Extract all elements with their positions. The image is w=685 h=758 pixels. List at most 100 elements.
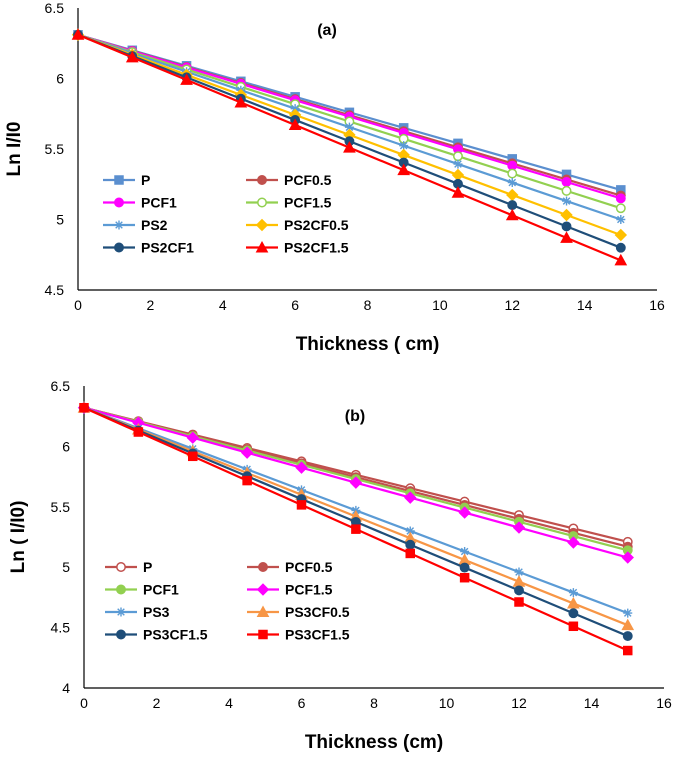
legend-entry: PS3CF1.5 xyxy=(247,627,350,643)
x-tick-label: 10 xyxy=(432,297,448,313)
y-tick-label: 6 xyxy=(56,71,64,87)
chart-panel-a: 0 2 4 6 8 10 12 14 16 4.5 5 5.5 6 6.5 Thickness ( cm) L… xyxy=(4,0,665,355)
legend-label: PCF1.5 xyxy=(284,195,332,211)
x-tick-label: 14 xyxy=(577,297,593,313)
x-tick-label: 8 xyxy=(370,695,378,711)
data-point xyxy=(125,50,139,63)
data-point xyxy=(79,402,89,413)
legend-marker xyxy=(116,562,126,572)
data-point xyxy=(615,242,626,253)
series-PS2CF1.5 xyxy=(71,28,628,266)
legend-entry: PCF1 xyxy=(103,195,177,211)
data-point xyxy=(514,567,524,577)
data-point xyxy=(343,141,356,153)
data-point xyxy=(561,177,572,187)
legend-entry: PCF0.5 xyxy=(247,559,333,575)
y-tick-label: 4.5 xyxy=(45,282,65,298)
data-point xyxy=(459,572,470,583)
legend-label: PCF1.5 xyxy=(285,582,333,598)
data-point xyxy=(514,597,524,607)
legend-marker xyxy=(257,175,267,185)
data-point xyxy=(614,253,628,266)
legend-entry: PCF1.5 xyxy=(246,195,332,211)
data-point xyxy=(561,185,572,196)
legend-marker xyxy=(256,583,270,596)
data-point xyxy=(349,476,363,489)
data-point xyxy=(621,618,635,631)
legend-entry: PCF1.5 xyxy=(247,582,333,598)
data-point xyxy=(506,188,519,202)
data-point xyxy=(188,451,198,462)
legend-marker xyxy=(114,175,124,185)
data-point xyxy=(507,178,517,188)
y-tick-label: 4.5 xyxy=(51,620,71,636)
x-axis-title: Thickness (cm) xyxy=(305,732,443,753)
x-tick-label: 12 xyxy=(511,695,527,711)
data-point xyxy=(234,95,248,108)
data-point xyxy=(623,645,633,656)
data-point xyxy=(514,585,524,596)
legend-label: PS3 xyxy=(143,604,170,620)
x-tick-label: 0 xyxy=(80,695,88,711)
legend-marker xyxy=(116,584,126,595)
x-tick-label: 2 xyxy=(146,297,154,313)
data-point xyxy=(240,446,254,459)
legend-label: PS2CF1 xyxy=(141,240,194,256)
legend-entry: PCF0.5 xyxy=(246,172,332,188)
data-point xyxy=(186,431,199,444)
data-point xyxy=(453,151,463,162)
legend-label: PS3CF1.5 xyxy=(143,627,208,643)
data-point xyxy=(460,546,470,556)
legend-label: PCF1 xyxy=(143,582,179,598)
legend-label: PCF0.5 xyxy=(285,559,333,575)
x-tick-label: 14 xyxy=(584,695,600,711)
data-point xyxy=(507,160,518,171)
legend-marker xyxy=(256,605,270,617)
legend-label: PS3CF1.5 xyxy=(285,627,350,643)
y-tick-label: 6.5 xyxy=(45,0,65,16)
data-point xyxy=(242,475,252,486)
x-tick-label: 10 xyxy=(439,695,455,711)
y-tick-label: 5.5 xyxy=(45,141,65,157)
data-point xyxy=(133,427,144,437)
legend-entry: PS2CF1.5 xyxy=(246,240,349,256)
legend-entry: PS3CF1.5 xyxy=(105,627,208,643)
data-point xyxy=(288,118,302,131)
data-point xyxy=(507,200,518,211)
data-point xyxy=(344,122,354,132)
legend-label: PS2CF0.5 xyxy=(284,217,349,233)
data-point xyxy=(560,231,573,243)
x-tick-label: 4 xyxy=(225,695,233,711)
chart-panel-b: 0 2 4 6 8 10 12 14 16 4 4.5 5 5.5 6 6.5 Thickness (cm) L… xyxy=(8,378,672,753)
legend-entry: PS3CF0.5 xyxy=(247,604,350,620)
x-tick-label: 2 xyxy=(153,695,161,711)
data-point xyxy=(616,215,626,224)
legend-entry: PS2 xyxy=(103,217,168,233)
x-tick-label: 16 xyxy=(656,695,672,711)
data-point xyxy=(459,562,470,573)
y-tick-label: 5 xyxy=(56,212,64,228)
x-tick-label: 6 xyxy=(291,297,299,313)
data-point xyxy=(568,621,579,632)
data-point xyxy=(451,186,465,198)
legend-entry: PCF1 xyxy=(105,582,179,598)
legend-label: PS2 xyxy=(141,217,168,233)
data-point xyxy=(615,193,626,204)
data-point xyxy=(562,196,572,206)
data-point xyxy=(507,168,518,179)
data-point xyxy=(405,548,415,559)
legend-marker xyxy=(258,629,268,640)
legend-entry: PS2CF0.5 xyxy=(246,217,349,233)
legend-label: PS3CF0.5 xyxy=(285,604,350,620)
x-tick-label: 0 xyxy=(74,297,82,313)
data-point xyxy=(505,208,519,221)
data-point xyxy=(295,461,308,474)
data-point xyxy=(512,521,526,534)
x-tick-label: 6 xyxy=(298,695,306,711)
data-point xyxy=(296,500,307,510)
data-point xyxy=(71,28,85,40)
legend-label: P xyxy=(143,559,152,575)
data-point xyxy=(451,168,465,182)
data-point xyxy=(621,551,634,564)
